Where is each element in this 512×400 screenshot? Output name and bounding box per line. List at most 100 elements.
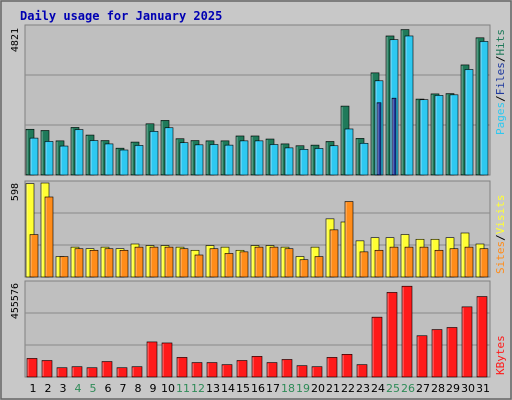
- day-labels: 1 2 3 4 5 6 7 8 9 10 11 12 13 14 15 16 17 18 19 20 21 22 23 24 2…: [30, 382, 491, 395]
- sites-bar: [134, 246, 144, 278]
- day-label: 21: [326, 382, 340, 395]
- files-bar: [344, 128, 354, 176]
- sites-bar: [434, 249, 444, 278]
- files-bar: [449, 94, 459, 176]
- kbytes-bar: [116, 367, 128, 378]
- files-bar: [29, 137, 39, 176]
- day-label: 29: [446, 382, 460, 395]
- legend-separator: /: [494, 95, 507, 102]
- sites-bar: [269, 246, 279, 278]
- kbytes-bar: [251, 356, 263, 378]
- sites-bar: [89, 249, 99, 278]
- legend-sites: Sites: [494, 241, 507, 274]
- kbytes-bar: [56, 367, 68, 378]
- sites-bar: [104, 248, 114, 278]
- kbytes-bar: [401, 285, 413, 378]
- files-bar: [149, 131, 159, 176]
- sites-bar: [254, 246, 264, 278]
- hits-legend: Pages/Files/Hits: [494, 29, 507, 135]
- files-bar: [404, 35, 414, 176]
- day-label: 1: [30, 382, 37, 395]
- files-bar: [434, 95, 444, 176]
- files-bar: [44, 141, 54, 176]
- kbytes-bar: [161, 342, 173, 378]
- visits-ymax-label: 598: [10, 183, 21, 201]
- pages-bar: [391, 97, 397, 176]
- day-label: 7: [120, 382, 127, 395]
- kbytes-bar: [431, 329, 443, 378]
- day-label: 6: [105, 382, 112, 395]
- files-bar: [479, 41, 489, 176]
- sites-bar: [74, 248, 84, 278]
- sites-bar: [329, 229, 339, 278]
- kbytes-bar: [326, 357, 338, 378]
- day-label: 27: [416, 382, 430, 395]
- legend-separator: /: [494, 234, 507, 241]
- day-label: 3: [60, 382, 67, 395]
- files-bar: [89, 140, 99, 176]
- day-label: 11: [176, 382, 190, 395]
- sites-bar: [344, 201, 354, 278]
- kbytes-bar: [446, 327, 458, 378]
- kbytes-bar: [71, 366, 83, 378]
- kbytes-bar: [296, 365, 308, 378]
- day-label: 24: [371, 382, 385, 395]
- kbytes-bar: [86, 367, 98, 378]
- legend-files: Files: [494, 62, 507, 95]
- kbytes-bar: [221, 364, 233, 378]
- sites-bar: [224, 253, 234, 278]
- day-label: 4: [75, 382, 82, 395]
- sites-bar: [194, 254, 204, 278]
- pages-bar: [376, 102, 382, 176]
- day-label: 28: [431, 382, 445, 395]
- day-label: 19: [296, 382, 310, 395]
- sites-bar: [314, 256, 324, 278]
- kbytes-bar: [266, 362, 278, 378]
- kbytes-bar: [131, 366, 143, 378]
- files-bar: [224, 144, 234, 176]
- day-label: 15: [236, 382, 250, 395]
- kbytes-bar: [311, 366, 323, 378]
- legend-hits: Hits: [494, 29, 507, 56]
- hits-bars: [25, 29, 489, 176]
- sites-bar: [299, 259, 309, 278]
- kbytes-bar: [386, 292, 398, 378]
- day-label: 18: [281, 382, 295, 395]
- day-label: 10: [161, 382, 175, 395]
- files-bar: [284, 147, 294, 176]
- day-label: 25: [386, 382, 400, 395]
- sites-bar: [59, 256, 69, 278]
- kbytes-bar: [236, 360, 248, 378]
- files-bar: [269, 144, 279, 176]
- day-label: 17: [266, 382, 280, 395]
- day-label: 23: [356, 382, 370, 395]
- kbytes-bar: [356, 364, 368, 378]
- kbytes-bar: [341, 354, 353, 378]
- files-bar: [179, 142, 189, 176]
- svg-text:Pages/Files/Hits: Pages/Files/Hits: [494, 29, 507, 135]
- files-bar: [314, 148, 324, 176]
- sites-bar: [464, 246, 474, 278]
- sites-bar: [374, 249, 384, 278]
- files-bar: [194, 144, 204, 176]
- sites-bar: [239, 251, 249, 278]
- day-label: 16: [251, 382, 265, 395]
- sites-bar: [209, 248, 219, 278]
- kbytes-bar: [476, 296, 488, 378]
- sites-bar: [404, 246, 414, 278]
- kbytes-bar: [26, 358, 38, 378]
- files-bar: [239, 140, 249, 176]
- files-bar: [59, 145, 69, 176]
- sites-bar: [44, 196, 54, 278]
- kbytes-legend: KBytes: [494, 335, 507, 375]
- kbytes-bar: [101, 361, 113, 378]
- sites-bar: [119, 249, 129, 278]
- day-label: 9: [150, 382, 157, 395]
- day-label: 30: [461, 382, 475, 395]
- day-label: 13: [206, 382, 220, 395]
- files-bar: [74, 129, 84, 176]
- kbytes-bar: [206, 362, 218, 378]
- day-label: 5: [90, 382, 97, 395]
- files-bar: [104, 143, 114, 176]
